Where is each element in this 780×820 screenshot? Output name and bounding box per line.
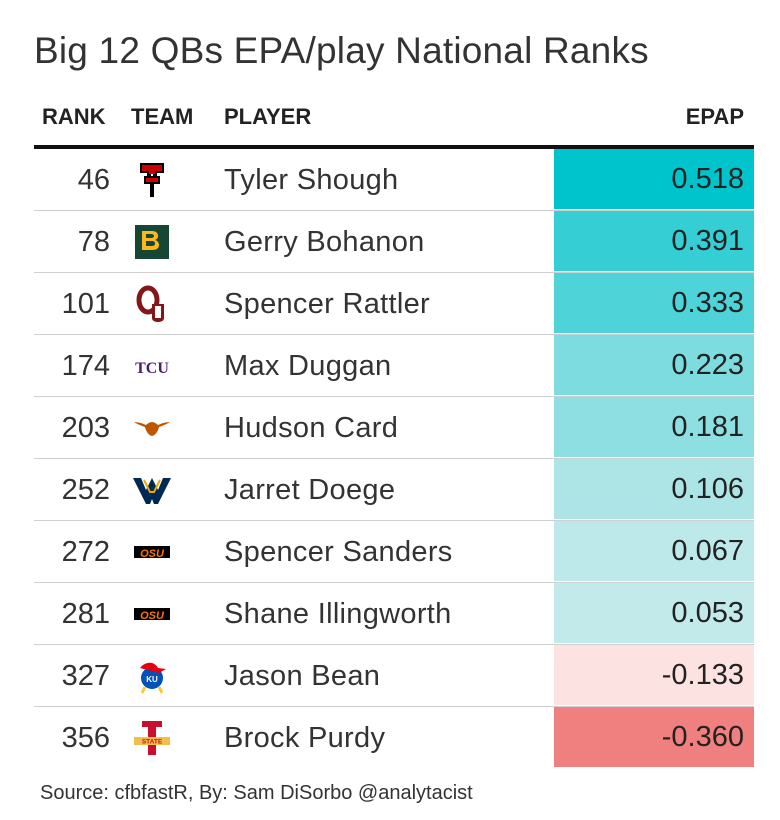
svg-text:TCU: TCU [135,360,169,377]
epap-cell: -0.360 [554,707,754,767]
rank-value: 78 [77,226,110,258]
epap-cell: -0.133 [554,645,754,705]
table-row: 272 OSU Spencer Sanders 0.067 [34,521,754,583]
epap-cell: 0.181 [554,397,754,457]
chart-title: Big 12 QBs EPA/play National Ranks [34,30,649,71]
rank-value: 174 [61,350,110,382]
kansas-logo-icon: KU [132,656,172,696]
player-name: Spencer Sanders [224,536,453,568]
west-virginia-logo-icon [132,470,172,510]
player-name: Jason Bean [224,660,381,692]
header-divider [34,145,754,149]
rank-value: 272 [61,536,110,568]
epap-value: 0.391 [671,225,744,257]
table-row: 174 TCU Max Duggan 0.223 [34,335,754,397]
header-player: PLAYER [224,104,312,129]
player-name: Spencer Rattler [224,288,430,320]
oklahoma-state-logo-icon: OSU [132,532,172,572]
table-row: 356 STATE Brock Purdy -0.360 [34,707,754,769]
player-name: Hudson Card [224,412,399,444]
epap-cell: 0.518 [554,149,754,209]
table-row: 252 Jarret Doege 0.106 [34,459,754,521]
epap-value: -0.133 [661,659,744,691]
ranks-table: 46 Tyler Shough 0.518 78 Gerry Bohanon 0.391 1… [34,149,754,769]
epap-value: 0.053 [671,597,744,629]
rank-value: 203 [61,412,110,444]
rank-value: 327 [61,660,110,692]
svg-text:OSU: OSU [140,610,165,622]
svg-text:STATE: STATE [142,739,163,746]
epap-cell: 0.106 [554,459,754,519]
svg-text:OSU: OSU [140,548,165,560]
oklahoma-logo-icon [132,284,172,324]
oklahoma-state-logo-icon: OSU [132,594,172,634]
table-header: RANK TEAM PLAYER EPAP [34,104,754,134]
rank-value: 252 [61,474,110,506]
epap-cell: 0.333 [554,273,754,333]
iowa-state-logo-icon: STATE [132,718,172,758]
epap-value: 0.223 [671,349,744,381]
player-name: Shane Illingworth [224,598,452,630]
epap-cell: 0.067 [554,521,754,581]
epap-value: 0.333 [671,287,744,319]
rank-value: 46 [77,164,110,196]
table-row: 78 Gerry Bohanon 0.391 [34,211,754,273]
baylor-logo-icon [132,222,172,262]
epap-value: 0.067 [671,535,744,567]
player-name: Max Duggan [224,350,392,382]
tcu-logo-icon: TCU [132,346,172,386]
table-row: 281 OSU Shane Illingworth 0.053 [34,583,754,645]
epap-value: 0.181 [671,411,744,443]
epap-value: 0.106 [671,473,744,505]
rank-value: 101 [61,288,110,320]
svg-text:KU: KU [146,675,158,684]
epap-value: 0.518 [671,163,744,195]
header-team: TEAM [131,104,194,129]
source-note: Source: cfbfastR, By: Sam DiSorbo @analy… [40,782,473,804]
table-row: 203 Hudson Card 0.181 [34,397,754,459]
player-name: Brock Purdy [224,722,386,754]
table-row: 101 Spencer Rattler 0.333 [34,273,754,335]
table-row: 46 Tyler Shough 0.518 [34,149,754,211]
player-name: Tyler Shough [224,164,399,196]
texas-tech-logo-icon [132,160,172,200]
rank-value: 356 [61,722,110,754]
texas-logo-icon [132,408,172,448]
header-epap: EPAP [685,104,744,129]
table-row: 327 KU Jason Bean -0.133 [34,645,754,707]
player-name: Jarret Doege [224,474,396,506]
header-rank: RANK [42,104,106,129]
player-name: Gerry Bohanon [224,226,425,258]
epap-value: -0.360 [661,721,744,753]
epap-cell: 0.391 [554,211,754,271]
epap-cell: 0.223 [554,335,754,395]
epap-cell: 0.053 [554,583,754,643]
rank-value: 281 [61,598,110,630]
